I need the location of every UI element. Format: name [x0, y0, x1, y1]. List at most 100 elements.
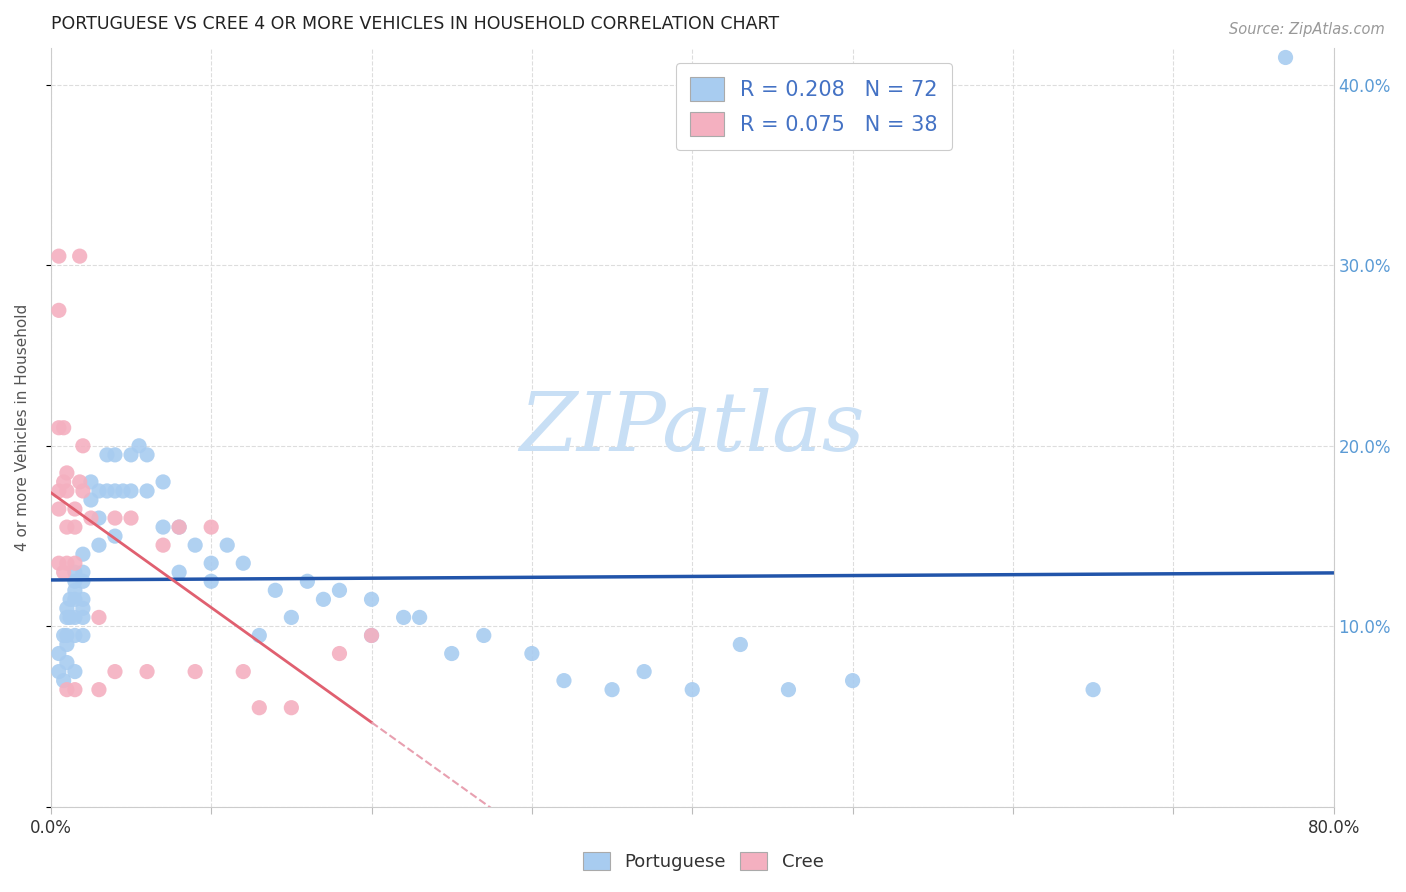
Y-axis label: 4 or more Vehicles in Household: 4 or more Vehicles in Household [15, 304, 30, 551]
Point [1081, 682, 1104, 697]
Point [72, 592, 94, 607]
Point [297, 574, 319, 589]
Point [264, 583, 287, 598]
Text: ZIPatlas: ZIPatlas [519, 388, 865, 467]
Point [48, 483, 70, 498]
Point [63, 628, 86, 642]
Point [48, 303, 70, 318]
Point [56, 601, 79, 615]
Point [63, 502, 86, 516]
Point [184, 538, 207, 552]
Text: Source: ZipAtlas.com: Source: ZipAtlas.com [1229, 22, 1385, 37]
Point [59, 592, 82, 607]
Point [63, 520, 86, 534]
Point [48, 249, 70, 263]
Point [280, 610, 302, 624]
Point [152, 475, 174, 489]
Point [520, 647, 543, 661]
Point [56, 556, 79, 570]
Point [63, 665, 86, 679]
Point [247, 628, 270, 642]
Point [152, 520, 174, 534]
Point [69, 475, 91, 489]
Point [72, 628, 94, 642]
Point [681, 682, 703, 697]
Point [128, 439, 150, 453]
Point [778, 682, 800, 697]
Point [87, 538, 110, 552]
Point [48, 556, 70, 570]
Point [136, 448, 159, 462]
Point [730, 638, 752, 652]
Point [87, 682, 110, 697]
Point [63, 583, 86, 598]
Text: PORTUGUESE VS CREE 4 OR MORE VEHICLES IN HOUSEHOLD CORRELATION CHART: PORTUGUESE VS CREE 4 OR MORE VEHICLES IN… [51, 15, 779, 33]
Legend: Portuguese, Cree: Portuguese, Cree [575, 845, 831, 879]
Point [392, 610, 415, 624]
Point [217, 538, 239, 552]
Point [56, 466, 79, 480]
Point [52, 566, 75, 580]
Point [72, 610, 94, 624]
Point [104, 448, 127, 462]
Point [63, 574, 86, 589]
Point [328, 647, 350, 661]
Point [72, 574, 94, 589]
Point [56, 610, 79, 624]
Point [80, 475, 103, 489]
Point [136, 483, 159, 498]
Point [360, 628, 382, 642]
Point [120, 448, 142, 462]
Point [328, 583, 350, 598]
Point [52, 421, 75, 435]
Point [56, 483, 79, 498]
Point [841, 673, 863, 688]
Point [56, 628, 79, 642]
Point [120, 511, 142, 525]
Point [232, 556, 254, 570]
Point [104, 483, 127, 498]
Point [408, 610, 430, 624]
Point [52, 673, 75, 688]
Legend: R = 0.208   N = 72, R = 0.075   N = 38: R = 0.208 N = 72, R = 0.075 N = 38 [676, 62, 952, 151]
Point [136, 665, 159, 679]
Point [96, 448, 118, 462]
Point [63, 610, 86, 624]
Point [72, 601, 94, 615]
Point [48, 502, 70, 516]
Point [63, 592, 86, 607]
Point [56, 656, 79, 670]
Point [167, 520, 190, 534]
Point [59, 610, 82, 624]
Point [72, 483, 94, 498]
Point [48, 647, 70, 661]
Point [69, 249, 91, 263]
Point [360, 592, 382, 607]
Point [63, 682, 86, 697]
Point [312, 592, 335, 607]
Point [633, 665, 655, 679]
Point [232, 665, 254, 679]
Point [72, 439, 94, 453]
Point [553, 673, 575, 688]
Point [63, 556, 86, 570]
Point [1274, 50, 1296, 64]
Point [152, 538, 174, 552]
Point [87, 511, 110, 525]
Point [80, 511, 103, 525]
Point [56, 682, 79, 697]
Point [247, 700, 270, 714]
Point [167, 566, 190, 580]
Point [56, 638, 79, 652]
Point [104, 529, 127, 543]
Point [104, 665, 127, 679]
Point [72, 566, 94, 580]
Point [48, 665, 70, 679]
Point [52, 628, 75, 642]
Point [472, 628, 495, 642]
Point [87, 483, 110, 498]
Point [440, 647, 463, 661]
Point [87, 610, 110, 624]
Point [111, 483, 134, 498]
Point [96, 483, 118, 498]
